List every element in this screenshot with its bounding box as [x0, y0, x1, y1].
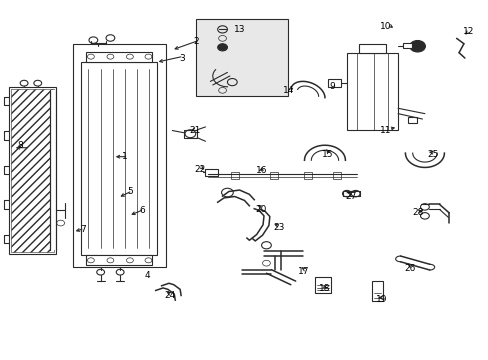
Text: 28: 28	[411, 208, 423, 217]
Bar	[371, 282, 382, 301]
Circle shape	[409, 41, 425, 52]
Text: 6: 6	[139, 206, 144, 215]
Text: 3: 3	[179, 54, 184, 63]
Text: 26: 26	[404, 265, 415, 274]
Text: 16: 16	[255, 166, 267, 175]
Text: 25: 25	[426, 150, 438, 159]
Bar	[328, 79, 340, 87]
Text: 24: 24	[164, 291, 175, 300]
Text: 13: 13	[233, 25, 245, 34]
Text: 18: 18	[319, 284, 330, 293]
Bar	[81, 62, 157, 255]
Bar	[195, 19, 288, 96]
Text: 9: 9	[329, 82, 334, 91]
Text: 22: 22	[194, 165, 205, 174]
Text: 11: 11	[379, 126, 391, 135]
Bar	[11, 89, 54, 252]
Text: 1: 1	[122, 152, 128, 161]
Bar	[86, 255, 152, 265]
Text: 15: 15	[321, 150, 332, 159]
Bar	[315, 277, 330, 293]
Text: 5: 5	[127, 187, 133, 196]
Text: 14: 14	[282, 86, 293, 95]
Text: 23: 23	[272, 223, 284, 232]
Text: 17: 17	[298, 267, 309, 276]
Text: 21: 21	[189, 126, 200, 135]
Bar	[9, 87, 56, 253]
Bar	[346, 53, 397, 130]
Text: 4: 4	[144, 270, 149, 279]
Text: 10: 10	[379, 22, 391, 31]
Bar	[230, 172, 238, 179]
Bar	[402, 43, 411, 48]
Bar	[358, 44, 385, 53]
Bar	[73, 44, 165, 267]
Text: 27: 27	[345, 192, 356, 201]
Text: 12: 12	[462, 27, 473, 36]
Bar	[183, 130, 197, 138]
Text: 19: 19	[375, 294, 387, 303]
Bar	[50, 90, 55, 250]
Bar	[86, 51, 152, 62]
Text: 7: 7	[81, 225, 86, 234]
Bar	[205, 168, 217, 176]
Bar	[304, 172, 311, 179]
Circle shape	[217, 44, 227, 51]
Bar	[269, 172, 277, 179]
Text: 2: 2	[193, 37, 198, 46]
Text: 8: 8	[17, 141, 23, 150]
Bar	[407, 117, 416, 123]
Bar	[332, 172, 340, 179]
Text: 20: 20	[255, 205, 266, 214]
